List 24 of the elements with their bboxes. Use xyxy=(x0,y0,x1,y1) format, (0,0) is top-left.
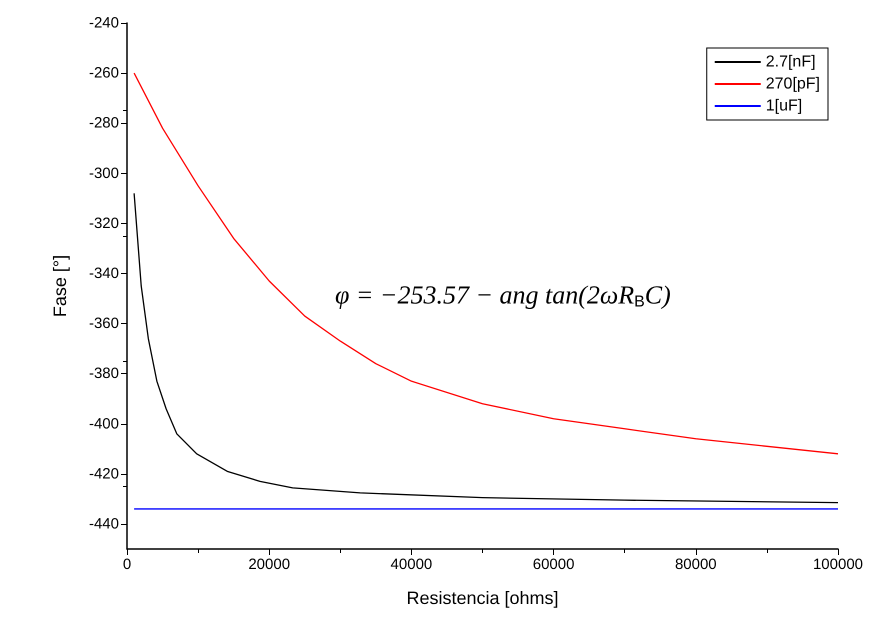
legend-label: 270[pF] xyxy=(766,76,820,92)
y-tick-label: -280 xyxy=(88,114,119,132)
y-tick-label: -400 xyxy=(88,415,119,432)
y-tick-label: -240 xyxy=(88,14,119,32)
x-tick-label: 100000 xyxy=(812,556,864,573)
legend-label: 1[uF] xyxy=(766,98,802,114)
y-tick-label: -420 xyxy=(88,465,119,482)
y-tick-label: -440 xyxy=(88,515,119,532)
x-tick-label: 60000 xyxy=(532,556,574,573)
x-tick-label: 0 xyxy=(122,556,132,573)
y-tick-label: -380 xyxy=(88,365,119,382)
y-tick-label: -340 xyxy=(88,264,119,282)
y-tick-label: -260 xyxy=(88,64,119,82)
x-tick-label: 20000 xyxy=(248,556,290,573)
y-tick-label: -300 xyxy=(88,164,119,182)
y-tick-label: -320 xyxy=(88,214,119,232)
y-tick-label: -360 xyxy=(88,315,119,332)
line-series xyxy=(133,72,839,454)
x-axis-title: Resistencia [ohms] xyxy=(406,588,559,608)
y-axis-title: Fase [°] xyxy=(50,254,70,318)
x-tick-label: 40000 xyxy=(390,556,432,573)
x-tick-label: 80000 xyxy=(674,556,717,573)
line-series xyxy=(133,192,839,504)
legend-label: 2.7[nF] xyxy=(766,54,816,70)
